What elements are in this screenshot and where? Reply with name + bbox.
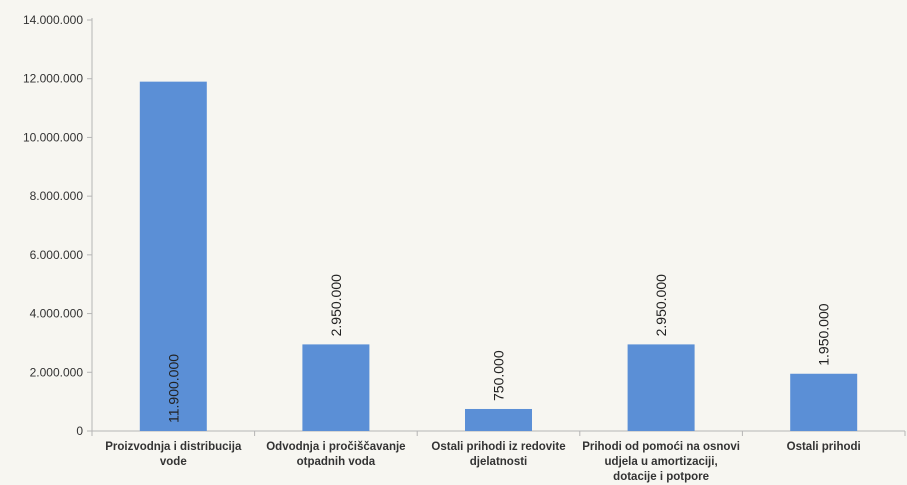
y-tick-label: 6.000.000 bbox=[30, 248, 84, 262]
category-label: Ostali prihodi bbox=[787, 441, 861, 453]
x-axis-categories: Proizvodnja i distribucija vode Odvodnja i… bbox=[105, 441, 861, 483]
y-tick-label: 10.000.000 bbox=[23, 130, 83, 144]
data-label: 750.000 bbox=[491, 350, 507, 401]
data-labels: 11.900.000 2.950.000 750.000 2.950.000 1.950… bbox=[165, 274, 831, 423]
y-axis-ticks: 0 2.000.000 4.000.000 6.000.000 8.000.000 10.… bbox=[23, 13, 92, 438]
category-label: Odvodnja i pročiščavanje otpadnih voda bbox=[266, 441, 405, 468]
bar bbox=[302, 344, 370, 431]
bars bbox=[139, 81, 858, 432]
data-label: 2.950.000 bbox=[328, 274, 344, 336]
y-tick-label: 8.000.000 bbox=[30, 189, 84, 203]
category-label: Prihodi od pomoći na osnovi udjela u amor… bbox=[582, 441, 740, 483]
y-tick-label: 14.000.000 bbox=[23, 13, 83, 27]
y-tick-label: 0 bbox=[76, 424, 83, 438]
category-label: Ostali prihodi iz redovite djelatnosti bbox=[431, 441, 565, 468]
bar bbox=[465, 408, 532, 431]
y-tick-label: 4.000.000 bbox=[30, 307, 84, 321]
bar bbox=[790, 373, 858, 431]
y-tick-label: 2.000.000 bbox=[30, 365, 84, 379]
bar bbox=[139, 81, 207, 432]
bar bbox=[627, 344, 695, 431]
data-label: 11.900.000 bbox=[165, 354, 181, 423]
category-label: Proizvodnja i distribucija vode bbox=[105, 441, 242, 468]
data-label: 2.950.000 bbox=[653, 274, 669, 336]
data-label: 1.950.000 bbox=[816, 303, 832, 365]
y-tick-label: 12.000.000 bbox=[23, 72, 83, 86]
